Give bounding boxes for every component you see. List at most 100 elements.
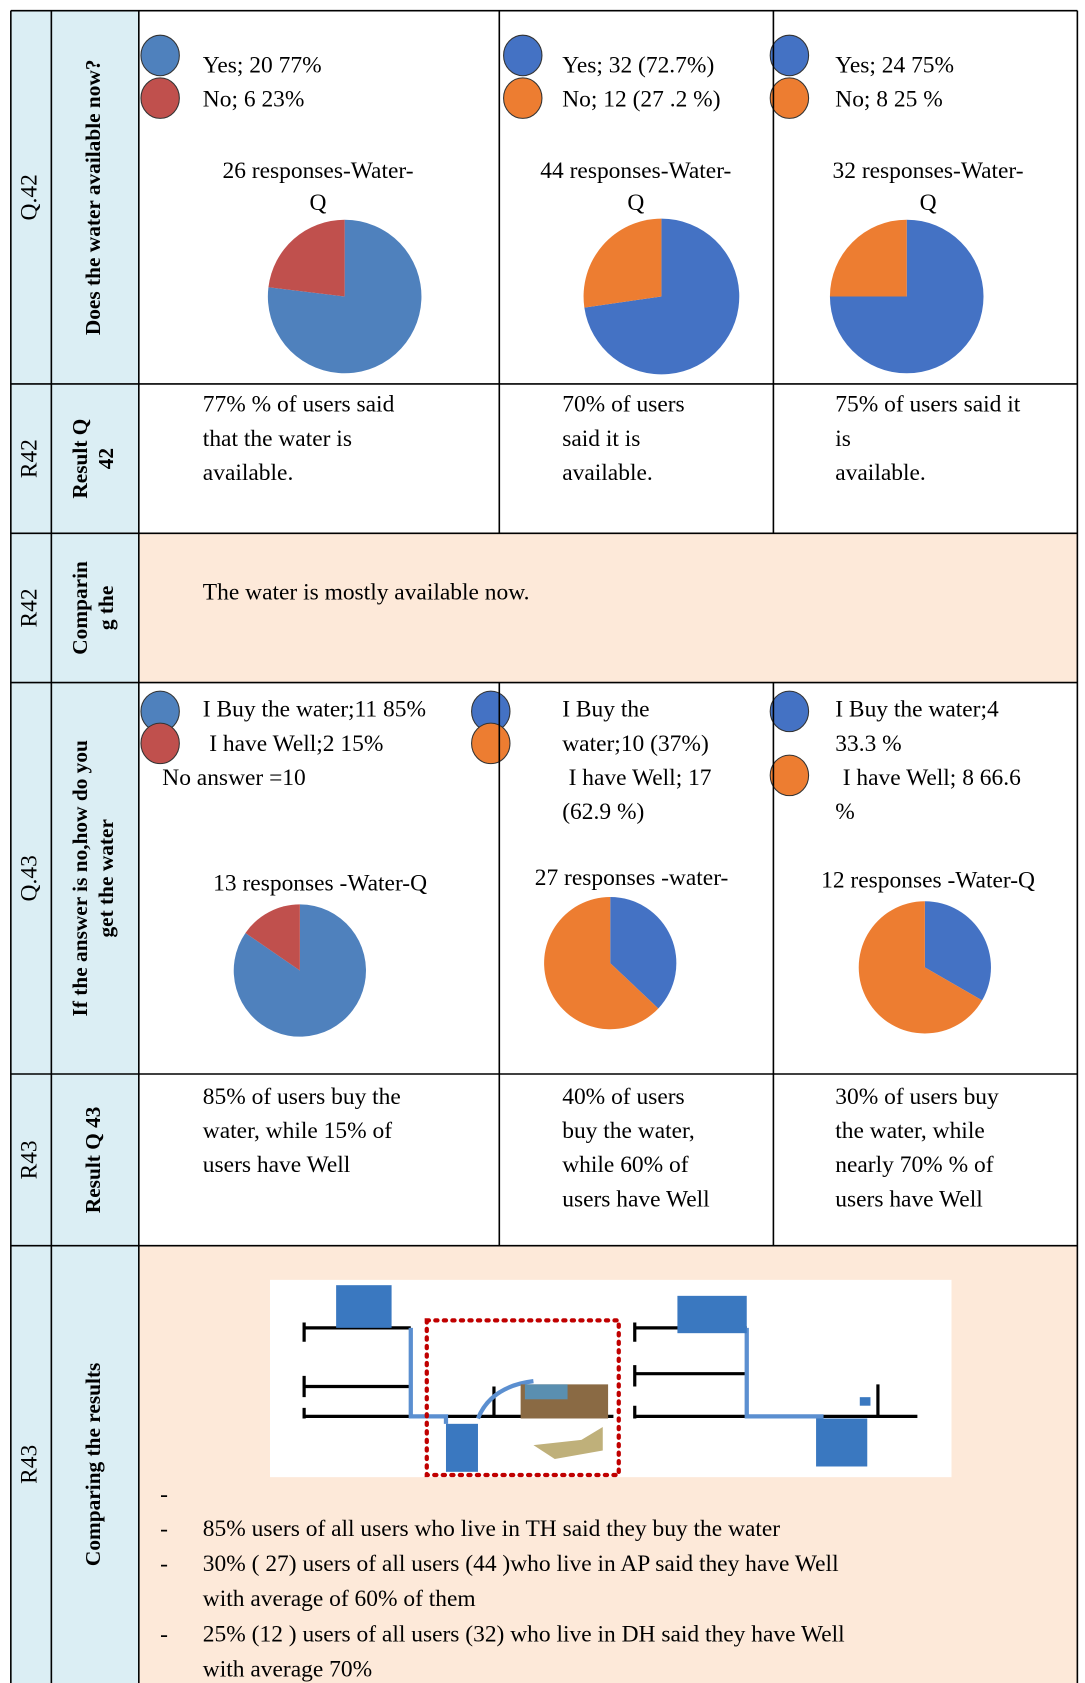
summary-text: The water is mostly available now. [203, 579, 530, 605]
legend-text: No answer =10 [162, 765, 306, 791]
pie-slice [268, 219, 345, 297]
row-label: get the water [94, 819, 118, 938]
result-text: available. [835, 460, 926, 486]
chart-caption: Q [920, 190, 937, 216]
bullet-dash: - [160, 1551, 168, 1577]
result-text: available. [203, 460, 294, 486]
chart-caption: 27 responses -water- [535, 865, 729, 891]
chart-caption: Q [310, 190, 327, 216]
pie-slice [610, 896, 677, 1009]
chart-caption: Q [627, 190, 644, 216]
legend-text: I have Well; 17 [569, 765, 712, 791]
result-text: users have Well [562, 1186, 710, 1212]
row-code: Q.42 [16, 174, 42, 220]
legend-marker [769, 690, 810, 733]
result-text: water, while 15% of [203, 1118, 392, 1144]
bullet-text: 85% users of all users who live in TH sa… [203, 1516, 780, 1542]
tank [816, 1418, 868, 1467]
row-code: R43 [16, 1140, 42, 1179]
row-code: R43 [16, 1445, 42, 1484]
row-label: Result Q [68, 419, 92, 499]
row-label: Result Q 43 [81, 1107, 105, 1214]
row-label: 42 [94, 448, 118, 469]
legend-text: Yes; 20 77% [203, 53, 322, 79]
pie-slice [924, 901, 991, 1001]
result-text: the water, while [835, 1118, 985, 1144]
result-text: 40% of users [562, 1084, 684, 1110]
truck-photo [524, 1384, 568, 1400]
legend-text: water;10 (37%) [562, 731, 709, 757]
legend-text: No; 8 25 % [835, 87, 943, 113]
legend-text: I Buy the water;4 [835, 697, 999, 723]
pump [859, 1397, 871, 1406]
legend-marker [471, 722, 511, 765]
pie-slice [245, 904, 300, 971]
tank [336, 1285, 392, 1328]
result-text: users have Well [203, 1152, 351, 1178]
chart-caption: 13 responses -Water-Q [213, 871, 427, 897]
pie-slice [583, 218, 662, 308]
row-code: R42 [16, 439, 42, 478]
dash: - [160, 1482, 168, 1508]
result-text: users have Well [835, 1186, 983, 1212]
legend-text: 33.3 % [835, 731, 901, 757]
result-text: 77% % of users said [203, 392, 395, 418]
legend-marker [769, 34, 810, 77]
result-text: 85% of users buy the [203, 1084, 401, 1110]
legend-text: I Buy the [562, 697, 649, 723]
bullet-text: 30% ( 27) users of all users (44 )who li… [203, 1551, 839, 1577]
bullet-dash: - [160, 1621, 168, 1647]
pie-slice [233, 904, 366, 1037]
legend-text: % [835, 799, 855, 825]
legend-text: I have Well; 8 66.6 [843, 765, 1021, 791]
result-text: available. [562, 460, 653, 486]
row-label: g the [94, 586, 118, 630]
chart-caption: 12 responses -Water-Q [821, 867, 1035, 893]
result-text: 70% of users [562, 392, 684, 418]
legend-marker [769, 77, 810, 119]
legend-text: I Buy the water;11 85% [203, 697, 426, 723]
chart-caption: 26 responses-Water- [222, 158, 413, 184]
row-label: Comparin [68, 561, 92, 655]
diagram [269, 1279, 952, 1478]
legend-text: I have Well;2 15% [209, 731, 383, 757]
table-borders [10, 9, 1079, 1683]
money-photo [533, 1427, 603, 1460]
result-text: is [835, 426, 851, 452]
row-label: If the answer is no,how do you [68, 740, 92, 1016]
result-text: nearly 70% % of [835, 1152, 993, 1178]
bullet-text: 25% (12 ) users of all users (32) who li… [203, 1621, 845, 1647]
legend-marker [140, 77, 180, 119]
legend-marker [140, 722, 180, 765]
result-text: while 60% of [562, 1152, 689, 1178]
chart-caption: 32 responses-Water- [833, 158, 1024, 184]
legend-marker [769, 754, 810, 797]
row-label: Comparing the results [81, 1363, 105, 1566]
result-text: that the water is [203, 426, 352, 452]
pie-slice [544, 896, 659, 1030]
legend-marker [503, 34, 543, 77]
pie-slice [584, 218, 740, 375]
legend-text: No; 6 23% [203, 87, 305, 113]
tank [445, 1423, 478, 1472]
row-code: Q.43 [16, 855, 42, 901]
legend-text: Yes; 24 75% [835, 53, 954, 79]
tank [677, 1295, 747, 1334]
result-text: buy the water, [562, 1118, 695, 1144]
bullet-text: with average of 60% of them [203, 1586, 476, 1612]
pie-slice [858, 901, 983, 1034]
legend-text: No; 12 (27 .2 %) [562, 87, 720, 113]
result-text: 75% of users said it [835, 392, 1020, 418]
legend-text: Yes; 32 (72.7%) [562, 53, 714, 79]
legend-text: (62.9 %) [562, 799, 644, 825]
chart-caption: 44 responses-Water- [540, 158, 731, 184]
row-label: Does the water available now? [81, 59, 105, 335]
highlight-box [424, 1318, 621, 1478]
result-text: 30% of users buy [835, 1084, 999, 1110]
row-bg [138, 533, 1078, 683]
bullet-dash: - [160, 1516, 168, 1542]
legend-marker [140, 34, 180, 77]
result-text: said it is [562, 426, 640, 452]
pie-slice [829, 219, 907, 297]
